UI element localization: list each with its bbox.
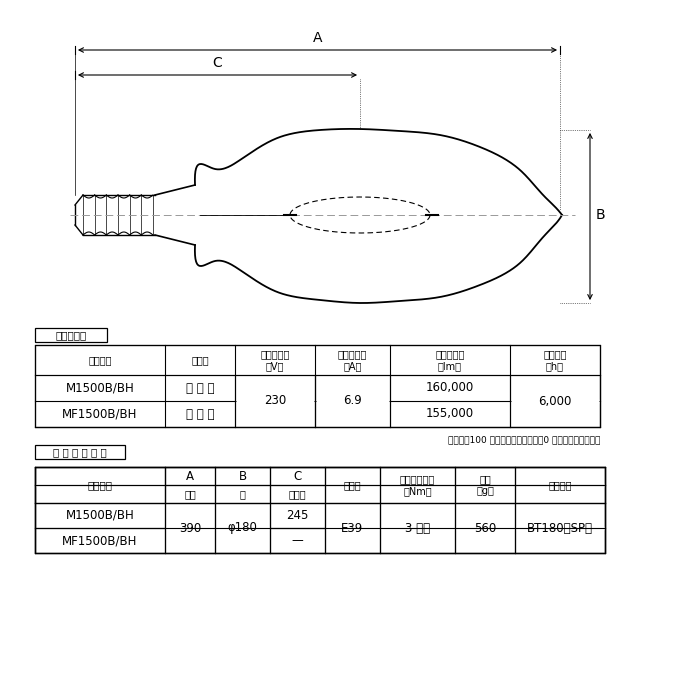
Text: 230: 230 [264,395,286,407]
Text: 種　別: 種 別 [191,355,209,365]
Text: φ180: φ180 [228,522,258,535]
Text: —: — [292,534,303,547]
Bar [35,467,605,553]
Text: 155,000: 155,000 [426,407,474,421]
Text: 390: 390 [179,522,201,535]
Text: 245: 245 [286,509,309,522]
Text: 6,000: 6,000 [538,395,572,407]
Text: 光中心: 光中心 [288,489,307,499]
Text: MF1500B/BH: MF1500B/BH [62,407,138,421]
Text: 定格寿命
（h）: 定格寿命 （h） [543,349,567,371]
Text: ガラス球: ガラス球 [548,480,572,490]
Text: C: C [293,470,302,482]
Text: 口金接着強さ
（Nm）: 口金接着強さ （Nm） [400,474,435,496]
Text: M1500B/BH: M1500B/BH [66,509,134,522]
Bar [35,345,600,427]
Text: B: B [596,208,605,222]
Text: ランプ電圧
（V）: ランプ電圧 （V） [260,349,290,371]
Text: 6.9: 6.9 [343,395,362,407]
Text: 160,000: 160,000 [426,382,474,395]
Text: 径: 径 [239,489,246,499]
Text: 透 明 形: 透 明 形 [186,382,214,395]
Text: A: A [186,470,194,482]
Text: 全　光　束
（lm）: 全 光 束 （lm） [435,349,465,371]
Text: 560: 560 [474,522,496,535]
Text: 形 状 ・ 寸 法 表: 形 状 ・ 寸 法 表 [53,447,107,457]
Text: BT180（SP）: BT180（SP） [527,522,593,535]
Text: 質量
（g）: 質量 （g） [476,474,494,496]
Text: 性　能　表: 性 能 表 [55,330,87,340]
Bar [35,467,605,553]
Text: 形　　式: 形 式 [88,480,113,490]
Text: 蛍 光 形: 蛍 光 形 [186,407,214,421]
Text: ランプ電流
（A）: ランプ電流 （A） [338,349,368,371]
Bar [35,328,107,342]
Text: 3 以上: 3 以上 [405,522,430,535]
Text: 全光束は100 時間値を示します。（0 時間値も同じです）: 全光束は100 時間値を示します。（0 時間値も同じです） [447,435,600,444]
Text: B: B [239,470,246,482]
Text: 全長: 全長 [184,489,196,499]
Text: A: A [313,31,322,45]
Text: 形　　式: 形 式 [88,355,112,365]
Text: E39: E39 [342,522,363,535]
Text: M1500B/BH: M1500B/BH [66,382,134,395]
Bar [35,445,125,459]
Text: MF1500B/BH: MF1500B/BH [62,534,138,547]
Text: 口　金: 口 金 [344,480,361,490]
Text: C: C [213,56,223,70]
